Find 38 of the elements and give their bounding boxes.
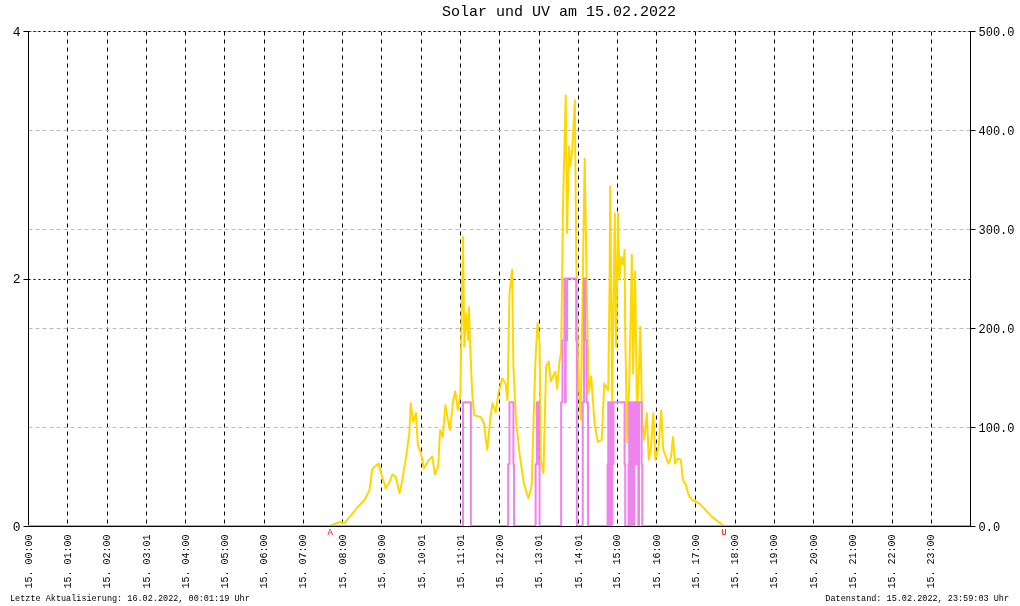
- x-tick-label: 15. 17:00: [690, 534, 702, 589]
- x-tick-label: 15. 10:01: [416, 534, 428, 589]
- x-tick-label: 15. 06:00: [259, 534, 270, 589]
- y2-tick-label: 300.0: [978, 223, 1015, 238]
- annotation: U: [721, 528, 727, 538]
- y-tick-label: 4: [12, 24, 21, 40]
- x-tick-label: 15. 14:01: [573, 534, 585, 589]
- x-tick-label: 15. 03:01: [141, 534, 153, 589]
- x-tick-label: 15. 05:00: [219, 534, 231, 589]
- y2-tick-label: 500.0: [978, 25, 1015, 40]
- y-tick-label: 2: [12, 272, 21, 287]
- x-tick-label: 15. 19:00: [769, 534, 781, 589]
- x-tick-label: 15. 23:00: [926, 534, 938, 589]
- chart-title: Solar und UV am 15.02.2022: [441, 4, 677, 21]
- y2-tick-label: 0.0: [978, 520, 1001, 535]
- x-tick-label: 15. 08:00: [337, 534, 349, 589]
- annotation: A: [327, 528, 334, 538]
- y2-tick-label: 200.0: [978, 322, 1015, 337]
- x-tick-label: 15. 13:01: [534, 534, 546, 589]
- x-tick-label: 15. 18:00: [730, 534, 741, 589]
- x-tick-label: 15. 15:00: [612, 534, 624, 589]
- x-tick-label: 15. 12:00: [494, 534, 506, 589]
- x-tick-label: 15. 07:00: [298, 534, 310, 589]
- x-tick-label: 15. 04:00: [180, 534, 192, 589]
- y2-tick-label: 100.0: [978, 421, 1015, 436]
- x-tick-label: 15. 01:00: [62, 534, 74, 589]
- text: Letzte Aktualisierung: 16.02.2022, 00:01:19 Uhr: [10, 594, 250, 604]
- x-tick-label: 15. 22:00: [887, 534, 898, 589]
- x-tick-label: 15. 20:00: [808, 534, 820, 589]
- x-tick-label: 15. 11:01: [455, 534, 467, 589]
- y-tick-label: 0: [12, 519, 21, 535]
- x-tick-label: 15. 21:00: [847, 534, 859, 589]
- x-tick-label: 15. 00:00: [23, 534, 35, 589]
- y2-tick-label: 400.0: [978, 124, 1015, 139]
- text: Datenstand: 15.02.2022, 23:59:03 Uhr: [825, 594, 1009, 604]
- x-tick-label: 15. 02:00: [102, 534, 113, 589]
- x-tick-label: 15. 16:00: [651, 534, 663, 589]
- x-tick-label: 15. 09:00: [376, 534, 388, 589]
